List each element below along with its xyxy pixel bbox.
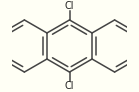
Text: Cl: Cl bbox=[65, 81, 74, 91]
Text: Cl: Cl bbox=[65, 1, 74, 11]
